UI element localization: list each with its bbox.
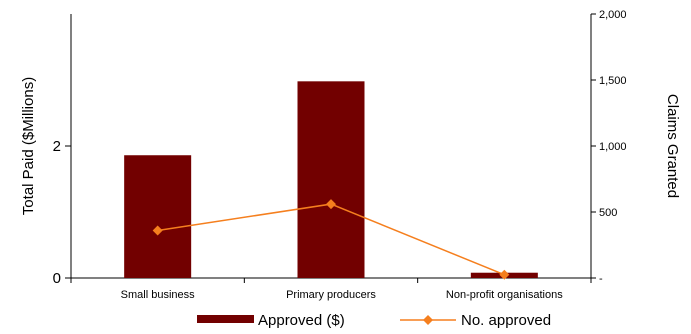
left-axis-title: Total Paid ($Millions) [20,77,37,215]
right-tick-label: - [599,273,603,285]
right-tick-label: 2,000 [599,9,627,21]
bar [297,81,365,278]
bar-series [124,81,538,278]
right-axis-ticks: - 500 1,000 1,500 2,000 [591,9,627,285]
x-category-label: Non-profit organisations [446,289,563,301]
line-point [326,199,336,210]
x-axis-ticks: Small business Primary producers Non-profi… [70,278,592,301]
right-tick-label: 500 [599,207,617,219]
line-point [499,269,510,280]
legend-label-no-approved: No. approved [461,312,551,329]
left-tick-label: 2 [53,138,61,155]
line-point [152,225,163,236]
left-axis-ticks: 02 [53,138,71,287]
line-series [152,199,510,280]
legend: Approved ($) No. approved [197,312,551,329]
right-tick-label: 1,000 [599,141,627,153]
x-category-label: Small business [121,289,195,301]
x-category-label: Primary producers [286,289,376,301]
legend-label-approved: Approved ($) [258,312,345,329]
right-axis-title: Claims Granted [664,94,681,198]
left-tick-label: 0 [53,270,61,287]
right-tick-label: 1,500 [599,75,627,87]
bar [124,155,192,278]
legend-marker-no-approved [423,315,433,325]
legend-swatch-approved [197,315,254,323]
